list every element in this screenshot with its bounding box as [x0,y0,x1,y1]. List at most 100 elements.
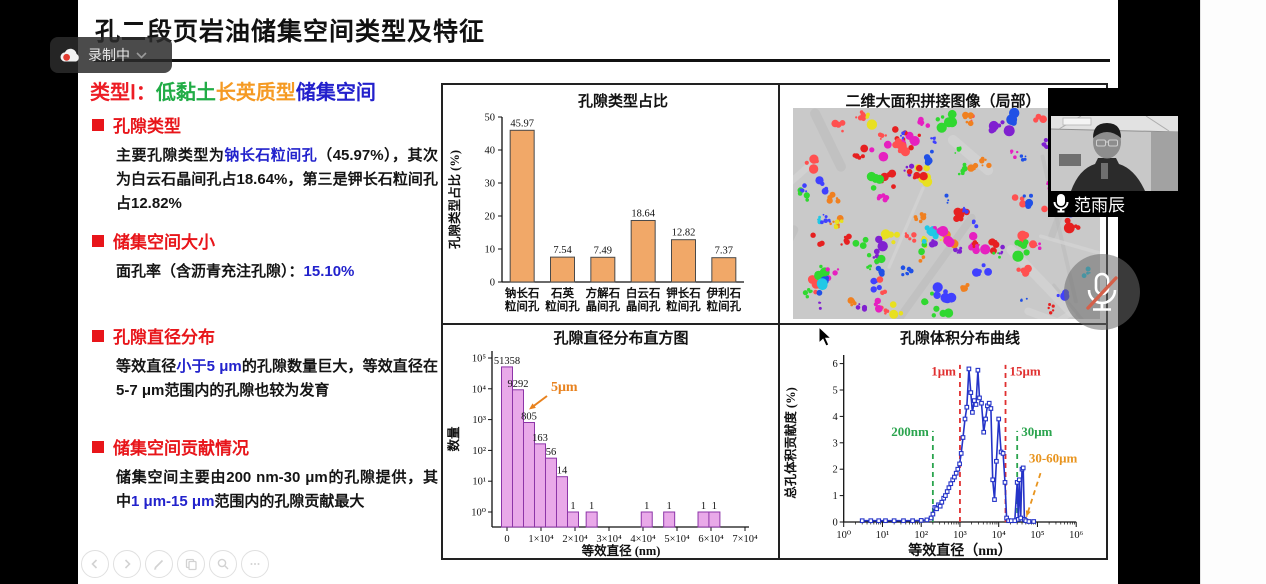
svg-text:40: 40 [485,146,496,157]
bullet-icon [92,118,104,131]
svg-text:10: 10 [485,245,496,256]
svg-text:10⁰: 10⁰ [471,508,486,519]
pore-diameter-histogram: 孔隙直径分布直方图 10⁰ 10¹ 10² 10³ 10⁴ 10⁵ 0 1×10⁴ 2×10⁴ 3×… [446,329,758,558]
svg-text:晶间孔: 晶间孔 [586,299,621,313]
svg-text:30: 30 [485,179,496,190]
svg-text:1: 1 [701,501,706,512]
mouse-cursor [818,326,833,347]
svg-text:10⁵: 10⁵ [472,354,487,365]
svg-text:粒间孔: 粒间孔 [666,299,701,313]
letterbox-left [0,0,78,584]
bullet-icon [92,329,104,342]
more-button[interactable] [241,550,269,578]
svg-text:4×10⁴: 4×10⁴ [630,534,656,545]
bullet-icon [92,234,104,247]
svg-text:孔隙类型占比 (%): 孔隙类型占比 (%) [447,150,462,249]
chevron-left-icon [91,559,98,569]
slide-nav [81,550,269,578]
svg-text:7.54: 7.54 [553,245,572,256]
svg-text:10²: 10² [472,446,486,457]
svg-text:45.97: 45.97 [510,118,534,129]
mute-button[interactable] [1064,254,1140,330]
section-body: 面孔率（含沥青充注孔隙）：15.10% [116,263,355,280]
svg-text:20: 20 [485,212,496,223]
svg-text:钠长石: 钠长石 [505,286,540,300]
svg-text:2×10⁴: 2×10⁴ [562,534,588,545]
svg-text:12.82: 12.82 [672,228,696,239]
svg-text:2: 2 [832,465,837,476]
svg-text:0: 0 [504,534,509,545]
copy-button[interactable] [177,550,205,578]
section-body: 主要孔隙类型为钠长石粒间孔（45.97%），其次为白云石晶间孔占18.64%，第… [116,147,438,212]
svg-text:方解石: 方解石 [586,286,621,300]
svg-text:10¹: 10¹ [876,530,890,541]
svg-text:粒间孔: 粒间孔 [505,299,540,313]
svg-text:15μm: 15μm [1010,363,1041,378]
webcam-tile[interactable]: 范雨辰 [1048,88,1200,217]
section-pore-type: 孔隙类型 主要孔隙类型为钠长石粒间孔（45.97%），其次为白云石晶间孔占18.… [92,112,440,216]
webcam-name-bar: 范雨辰 [1050,190,1198,216]
svg-text:10³: 10³ [953,530,967,541]
section-contribution: 储集空间贡献情况 储集空间主要由200 nm-30 μm的孔隙提供，其中1 μm… [92,434,440,514]
sem-image-title: 二维大面积拼接图像（局部） [845,94,1041,110]
magnifier-icon [217,558,229,570]
app-right-margin [1200,0,1266,584]
svg-text:56: 56 [546,447,557,458]
svg-text:10¹: 10¹ [472,477,486,488]
svg-text:1: 1 [712,501,717,512]
section-title: 储集空间贡献情况 [113,439,249,458]
svg-text:1×10⁴: 1×10⁴ [528,534,554,545]
title-underline [94,59,1110,62]
svg-text:等效直径 (nm): 等效直径 (nm) [581,543,661,558]
svg-text:10⁰: 10⁰ [836,530,851,541]
svg-text:白云石: 白云石 [626,286,661,300]
section-diameter-distribution: 孔隙直径分布 等效直径小于5 μm的孔隙数量巨大，等效直径在5-7 μm范围内的… [92,323,440,403]
mic-icon [1053,194,1069,213]
svg-text:51358: 51358 [494,356,520,367]
svg-text:14: 14 [557,466,568,477]
slide-canvas: 孔二段页岩油储集空间类型及特征 类型Ⅰ：低黏土长英质型储集空间 孔隙类型 主要孔… [78,0,1118,584]
section-body: 等效直径小于5 μm的孔隙数量巨大，等效直径在5-7 μm范围内的孔隙也较为发育 [116,358,438,399]
svg-text:0: 0 [832,518,837,529]
svg-text:5μm: 5μm [551,380,578,395]
previous-button[interactable] [81,550,109,578]
svg-text:1: 1 [644,501,649,512]
svg-text:4: 4 [832,412,838,423]
svg-text:50: 50 [485,113,496,124]
svg-text:孔隙类型占比: 孔隙类型占比 [578,92,668,110]
svg-text:10⁶: 10⁶ [1069,530,1084,541]
figure-divider-vertical [778,85,780,558]
svg-text:6: 6 [832,359,837,370]
svg-text:1: 1 [832,491,837,502]
webcam-video [1051,116,1178,191]
chevron-right-icon [124,559,131,569]
participant-name: 范雨辰 [1074,195,1125,215]
svg-text:1: 1 [589,501,594,512]
svg-text:3: 3 [832,438,837,449]
svg-text:7×10⁴: 7×10⁴ [732,534,758,545]
svg-text:总孔体积贡献度 (%): 总孔体积贡献度 (%) [783,387,798,498]
magnify-button[interactable] [209,550,237,578]
svg-text:30-60μm: 30-60μm [1029,451,1078,466]
svg-text:0: 0 [490,278,495,289]
svg-text:200nm: 200nm [891,424,929,439]
svg-text:石英: 石英 [550,286,574,300]
cloud-recording-icon [60,48,79,61]
figure-divider-horizontal [443,323,1106,325]
svg-text:5×10⁴: 5×10⁴ [664,534,690,545]
next-button[interactable] [113,550,141,578]
section-title: 孔隙直径分布 [113,328,215,347]
svg-text:粒间孔: 粒间孔 [707,299,742,313]
ellipsis-icon [250,563,260,565]
section-title: 储集空间大小 [113,233,215,252]
svg-text:3×10⁴: 3×10⁴ [596,534,622,545]
svg-text:6×10⁴: 6×10⁴ [698,534,724,545]
chevron-down-icon [136,51,147,59]
svg-text:钾长石: 钾长石 [666,286,701,300]
svg-text:伊利石: 伊利石 [706,286,742,300]
annotate-button[interactable] [145,550,173,578]
recording-indicator[interactable]: 录制中 [50,37,172,73]
section-body: 储集空间主要由200 nm-30 μm的孔隙提供，其中1 μm-15 μm范围内… [116,469,438,510]
svg-text:10²: 10² [914,530,928,541]
svg-text:5: 5 [832,386,837,397]
